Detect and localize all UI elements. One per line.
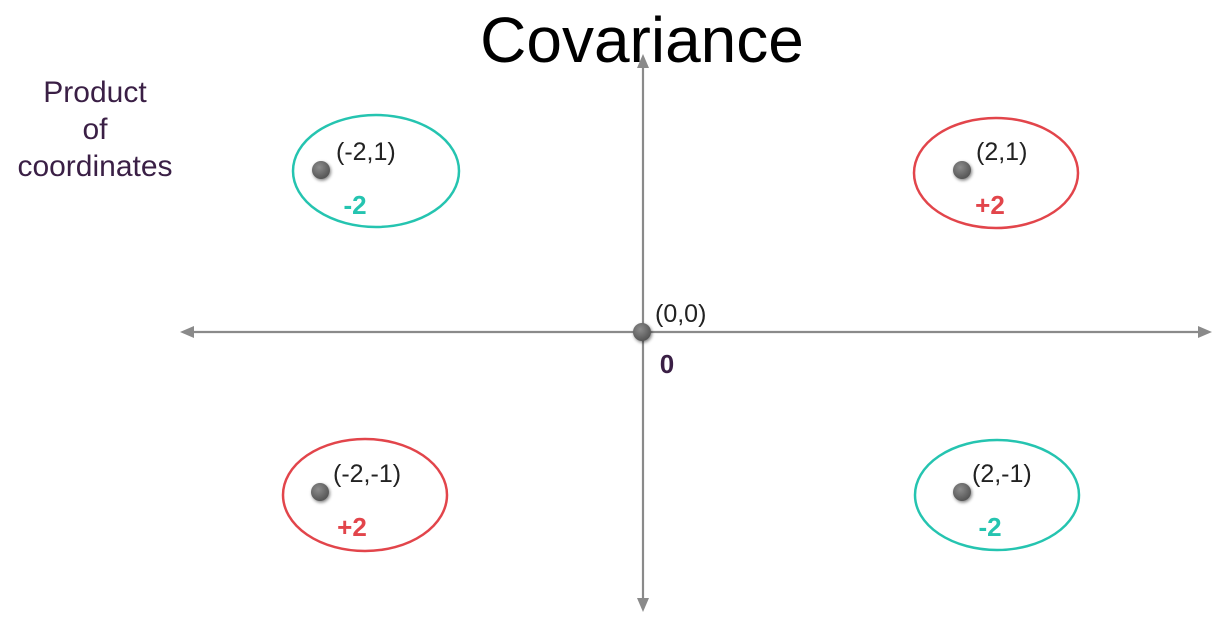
point-group: (2,1) +2 xyxy=(912,116,1080,230)
point-group: (-2,-1) +2 xyxy=(281,437,449,553)
origin-group: (0,0) 0 xyxy=(633,300,706,379)
origin-product-value: 0 xyxy=(660,349,674,379)
side-label-line: Product xyxy=(43,76,147,109)
product-ring xyxy=(913,438,1081,552)
point-group: (-2,1) -2 xyxy=(291,113,461,229)
coordinate-label: (-2,-1) xyxy=(333,460,401,488)
coordinate-label: (2,1) xyxy=(976,138,1027,166)
y-axis-top-arrow-icon xyxy=(637,54,649,68)
product-ring xyxy=(291,113,461,229)
y-axis-bottom-arrow-icon xyxy=(637,598,649,612)
origin-coordinate-label: (0,0) xyxy=(655,300,706,328)
point-group: (2,-1) -2 xyxy=(913,438,1081,552)
side-label-line: of xyxy=(82,113,108,146)
data-point xyxy=(311,483,329,501)
product-value: -2 xyxy=(978,512,1001,542)
side-label-line: coordinates xyxy=(17,150,173,183)
product-value: -2 xyxy=(343,190,366,220)
product-ring xyxy=(912,116,1080,230)
coordinate-label: (-2,1) xyxy=(336,138,396,166)
data-point xyxy=(953,483,971,501)
x-axis-left-arrow-icon xyxy=(180,326,194,338)
data-point xyxy=(953,161,971,179)
origin-point xyxy=(633,323,651,341)
side-label: Product of coordinates xyxy=(0,74,190,185)
coordinate-label: (2,-1) xyxy=(972,460,1032,488)
product-value: +2 xyxy=(337,512,367,542)
product-ring xyxy=(281,437,449,553)
product-value: +2 xyxy=(975,190,1005,220)
data-point xyxy=(312,161,330,179)
x-axis-right-arrow-icon xyxy=(1198,326,1212,338)
